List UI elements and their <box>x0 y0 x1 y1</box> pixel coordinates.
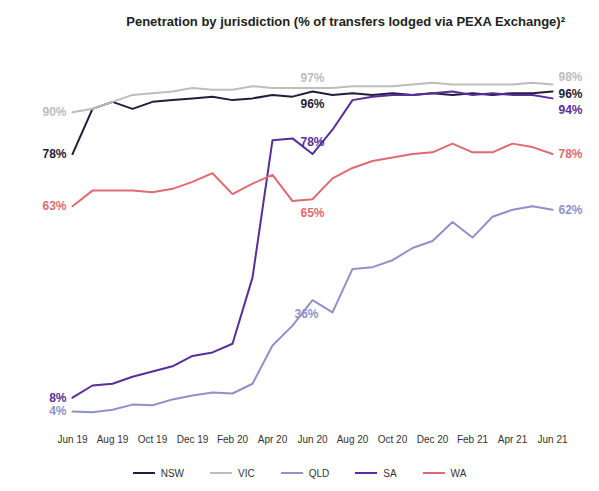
svg-text:Feb 21: Feb 21 <box>457 434 489 445</box>
svg-text:65%: 65% <box>300 206 324 220</box>
svg-text:Aug 19: Aug 19 <box>97 434 129 445</box>
svg-text:96%: 96% <box>559 87 583 101</box>
svg-text:Oct 20: Oct 20 <box>378 434 408 445</box>
svg-text:97%: 97% <box>300 71 324 85</box>
svg-text:94%: 94% <box>559 103 583 117</box>
svg-text:Jun 20: Jun 20 <box>297 434 327 445</box>
svg-text:4%: 4% <box>49 404 67 418</box>
svg-text:Oct 19: Oct 19 <box>138 434 168 445</box>
svg-text:98%: 98% <box>559 70 583 84</box>
svg-text:Dec 20: Dec 20 <box>417 434 449 445</box>
svg-text:96%: 96% <box>300 97 324 111</box>
svg-text:Jun 19: Jun 19 <box>57 434 87 445</box>
svg-text:78%: 78% <box>559 147 583 161</box>
svg-text:Aug 20: Aug 20 <box>337 434 369 445</box>
svg-text:78%: 78% <box>300 135 324 149</box>
svg-text:Dec 19: Dec 19 <box>177 434 209 445</box>
svg-text:36%: 36% <box>294 307 318 321</box>
svg-text:Apr 20: Apr 20 <box>258 434 288 445</box>
html-text:NSW: NSW <box>160 467 184 479</box>
html-text:WA: WA <box>450 467 467 479</box>
svg-text:63%: 63% <box>42 199 66 213</box>
html-text:SA: SA <box>383 467 397 479</box>
svg-text:8%: 8% <box>49 391 67 405</box>
svg-text:Apr 21: Apr 21 <box>498 434 528 445</box>
html-text:Penetration by jurisdiction (%: Penetration by jurisdiction (% of transf… <box>126 14 565 29</box>
svg-text:78%: 78% <box>42 147 66 161</box>
svg-text:Feb 20: Feb 20 <box>217 434 249 445</box>
svg-text:Jun 21: Jun 21 <box>537 434 567 445</box>
svg-text:62%: 62% <box>559 203 583 217</box>
svg-text:90%: 90% <box>42 105 66 119</box>
html-text:VIC: VIC <box>238 467 255 479</box>
html-text:QLD: QLD <box>308 467 330 479</box>
